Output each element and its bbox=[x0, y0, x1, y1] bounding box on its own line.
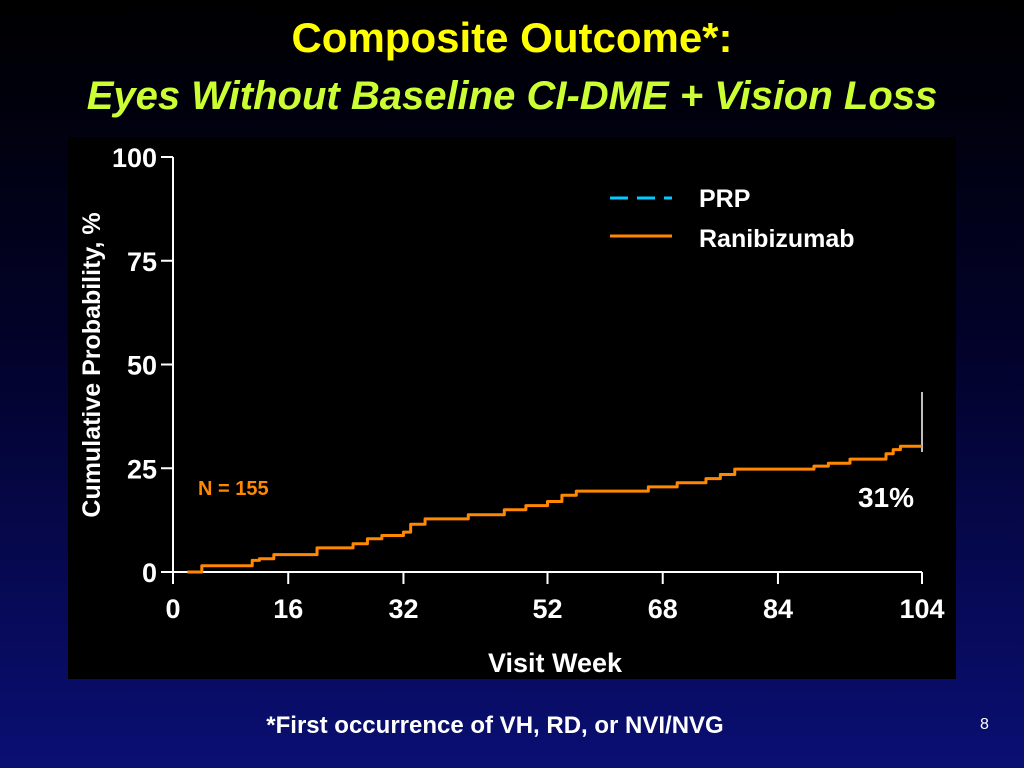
x-ticks: 0 16 32 52 68 84 104 bbox=[165, 572, 945, 624]
y-tick-label: 100 bbox=[112, 143, 157, 173]
legend-prp-label: PRP bbox=[699, 185, 750, 213]
page-number: 8 bbox=[980, 716, 989, 733]
y-axis-label: Cumulative Probability, % bbox=[78, 212, 106, 517]
y-tick-label: 75 bbox=[127, 247, 157, 277]
legend: PRP Ranibizumab bbox=[610, 185, 855, 253]
slide-title: Composite Outcome*: bbox=[291, 14, 733, 61]
y-ticks: 0 25 50 75 100 bbox=[112, 143, 173, 588]
series-ranibizumab-line bbox=[187, 444, 922, 574]
x-tick-label: 84 bbox=[763, 594, 793, 624]
line-chart: 0 25 50 75 100 0 16 32 52 68 84 104 Visit Week Cum… bbox=[78, 143, 945, 678]
footnote: *First occurrence of VH, RD, or NVI/NVG bbox=[266, 712, 724, 739]
end-value-annotation: 31% bbox=[858, 482, 914, 513]
y-tick-label: 0 bbox=[142, 558, 157, 588]
x-tick-label: 32 bbox=[388, 594, 418, 624]
n-annotation: N = 155 bbox=[198, 478, 269, 500]
y-tick-label: 50 bbox=[127, 351, 157, 381]
x-tick-label: 52 bbox=[532, 594, 562, 624]
x-tick-label: 0 bbox=[165, 594, 180, 624]
y-tick-label: 25 bbox=[127, 454, 157, 484]
legend-ranibizumab-label: Ranibizumab bbox=[699, 225, 855, 253]
x-tick-label: 104 bbox=[899, 594, 944, 624]
chart-panel: 0 25 50 75 100 0 16 32 52 68 84 104 Visit Week Cum… bbox=[68, 137, 956, 679]
x-tick-label: 16 bbox=[273, 594, 303, 624]
slide-subtitle: Eyes Without Baseline CI-DME + Vision Lo… bbox=[86, 74, 938, 118]
x-axis-label: Visit Week bbox=[488, 648, 623, 678]
x-tick-label: 68 bbox=[648, 594, 678, 624]
